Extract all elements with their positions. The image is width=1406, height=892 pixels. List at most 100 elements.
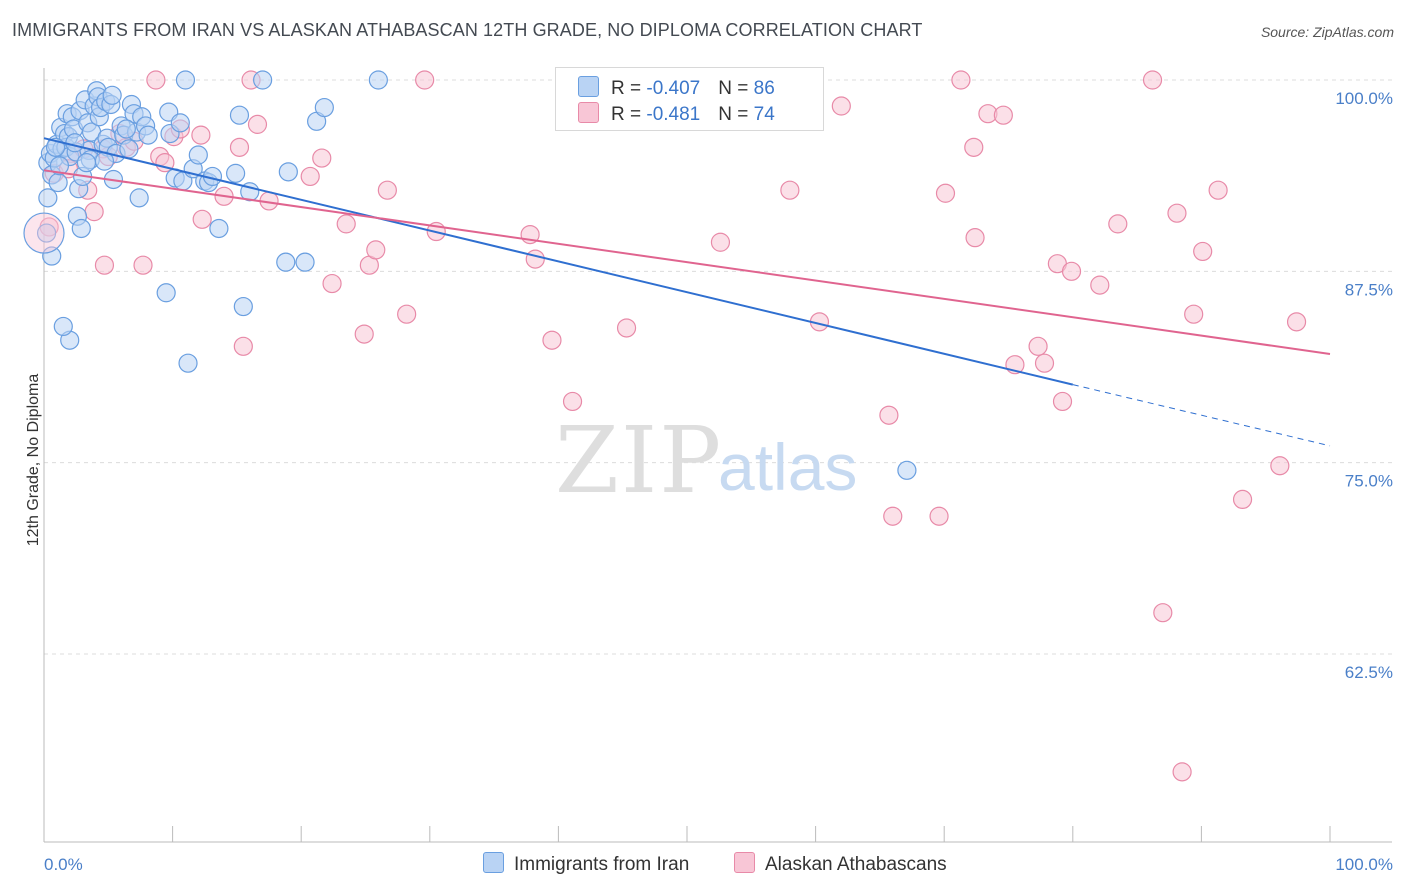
series-legend-athabascan: Alaskan Athabascans: [734, 852, 947, 876]
athabascan-point: [951, 70, 971, 90]
trend-lines: [43, 137, 1331, 447]
iran-point: [295, 252, 315, 272]
iran-point: [53, 316, 73, 337]
athabascan-point: [146, 70, 166, 90]
iran-point: [368, 70, 388, 90]
athabascan-point: [879, 405, 899, 425]
axes: [43, 68, 1392, 843]
athabascan-point: [525, 249, 545, 269]
athabascan-point: [710, 232, 731, 252]
athabascan-point: [616, 318, 637, 338]
athabascan-point: [965, 228, 985, 248]
athabascan-point: [1232, 489, 1253, 510]
iran-point: [175, 70, 196, 90]
athabascan-point: [229, 137, 250, 157]
iran-point: [42, 246, 62, 266]
athabascan-point: [929, 506, 949, 526]
iran-point: [178, 353, 198, 373]
athabascan-point: [935, 183, 956, 203]
iran-point: [38, 188, 58, 208]
athabascan-point: [192, 209, 212, 229]
athabascan-trend-line: [43, 169, 1331, 355]
iran-point: [276, 252, 296, 272]
iran-point: [209, 218, 229, 239]
athabascan-point: [155, 153, 175, 173]
iran-point: [102, 85, 122, 105]
athabascan-point: [336, 214, 356, 234]
athabascan-point: [1193, 241, 1213, 262]
legend-n-value: 86: [753, 78, 775, 99]
iran-point: [897, 460, 917, 480]
y-tick-label: 62.5%: [1345, 663, 1393, 682]
athabascan-point: [1034, 353, 1055, 373]
grid-lines: [44, 79, 1392, 655]
iran-point: [253, 70, 273, 90]
athabascan-point: [1172, 762, 1192, 782]
athabascan-point: [415, 70, 435, 90]
athabascan-point: [191, 125, 211, 145]
iran-point: [156, 283, 176, 303]
source-label: Source: ZipAtlas.com: [1260, 24, 1394, 40]
legend-swatch-iran: [578, 76, 599, 97]
iran-point: [233, 296, 253, 317]
athabascan-point: [322, 273, 342, 294]
x-tick-label: 100.0%: [1335, 855, 1393, 874]
iran-point: [65, 133, 85, 153]
iran-points: [23, 70, 917, 480]
athabascan-point: [883, 506, 903, 526]
series-swatch-athabascan: [734, 852, 755, 873]
iran-point: [36, 223, 57, 243]
legend-r-value: -0.481: [646, 104, 701, 125]
watermark-zip: ZIP: [555, 407, 723, 514]
watermark-atlas: atlas: [718, 430, 857, 504]
iran-trend-line: [43, 137, 1074, 386]
iran-point: [76, 153, 97, 173]
chart-title: IMMIGRANTS FROM IRAN VS ALASKAN ATHABASC…: [12, 20, 923, 40]
athabascan-point: [366, 240, 386, 260]
legend-row-iran: R = -0.407 N = 86: [578, 76, 775, 100]
legend-row-athabascan: R = -0.481 N = 74: [578, 102, 775, 126]
legend-r-label: R =: [611, 78, 647, 99]
legend-r-value: -0.407: [646, 78, 701, 99]
athabascan-point: [993, 105, 1013, 125]
y-tick-label: 75.0%: [1345, 472, 1393, 491]
athabascan-point: [1208, 180, 1228, 200]
iran-point: [170, 113, 190, 133]
athabascan-point: [1153, 603, 1173, 623]
iran-point: [71, 218, 91, 239]
athabascan-point: [542, 330, 562, 350]
x-tick-labels: 0.0% 100.0%: [44, 855, 1393, 874]
x-tick-label: 0.0%: [44, 855, 83, 874]
y-tick-label: 87.5%: [1345, 280, 1393, 299]
athabascan-point: [562, 391, 583, 412]
athabascan-point: [84, 202, 104, 222]
athabascan-point: [1286, 312, 1307, 332]
athabascan-point: [233, 336, 253, 356]
iran-point: [48, 172, 68, 193]
y-tick-labels: 100.0% 87.5% 75.0% 62.5%: [1335, 89, 1393, 682]
series-label-athabascan: Alaskan Athabascans: [765, 854, 947, 875]
athabascan-point: [1167, 203, 1187, 223]
legend-n-value: 74: [753, 104, 775, 125]
iran-point: [229, 105, 250, 125]
iran-trend-extension: [1072, 384, 1331, 447]
series-legend-iran: Immigrants from Iran: [483, 852, 689, 876]
series-label-iran: Immigrants from Iran: [514, 854, 690, 875]
y-tick-label: 100.0%: [1335, 89, 1393, 108]
watermark: ZIP atlas: [555, 407, 857, 514]
athabascan-point: [133, 255, 153, 275]
series-swatch-iran: [483, 852, 504, 873]
athabascan-point: [312, 148, 332, 168]
iran-point: [138, 125, 158, 145]
correlation-legend: R = -0.407 N = 86 R = -0.481 N = 74: [555, 67, 824, 131]
iran-point: [119, 139, 139, 159]
iran-point: [49, 156, 70, 176]
athabascan-point: [354, 324, 374, 344]
athabascan-point: [964, 137, 984, 157]
iran-point: [278, 162, 298, 182]
athabascan-point: [1028, 336, 1048, 356]
athabascan-point: [1090, 275, 1110, 295]
athabascan-point: [1142, 70, 1163, 90]
iran-point: [129, 188, 149, 208]
